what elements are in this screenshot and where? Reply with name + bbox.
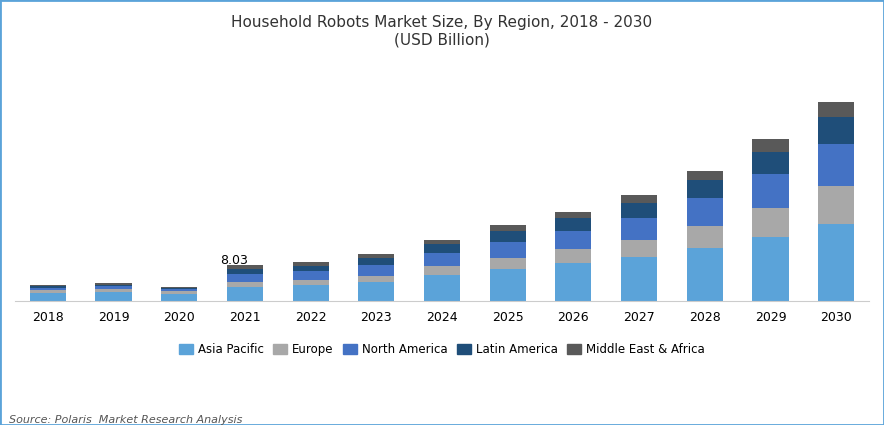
Bar: [358, 282, 394, 301]
Bar: [95, 285, 132, 286]
Bar: [227, 266, 263, 269]
Bar: [621, 196, 657, 204]
Bar: [621, 204, 657, 218]
Bar: [818, 224, 854, 301]
Bar: [687, 171, 723, 181]
Bar: [752, 174, 789, 208]
Bar: [293, 280, 329, 286]
Bar: [293, 262, 329, 266]
Bar: [490, 258, 526, 269]
Bar: [687, 181, 723, 198]
Bar: [358, 265, 394, 276]
Bar: [161, 289, 197, 292]
Bar: [490, 242, 526, 258]
Bar: [227, 269, 263, 274]
Bar: [30, 293, 66, 301]
Bar: [818, 117, 854, 144]
Bar: [490, 231, 526, 242]
Bar: [621, 218, 657, 240]
Bar: [424, 253, 460, 266]
Title: Household Robots Market Size, By Region, 2018 - 2030
(USD Billion): Household Robots Market Size, By Region,…: [232, 15, 652, 48]
Bar: [161, 287, 197, 288]
Bar: [555, 264, 591, 301]
Bar: [752, 208, 789, 237]
Bar: [227, 282, 263, 287]
Bar: [95, 292, 132, 301]
Bar: [752, 152, 789, 174]
Text: 8.03: 8.03: [220, 254, 248, 266]
Bar: [752, 139, 789, 152]
Bar: [621, 240, 657, 257]
Bar: [30, 290, 66, 293]
Bar: [95, 289, 132, 292]
Bar: [30, 286, 66, 288]
Bar: [161, 294, 197, 301]
Bar: [293, 266, 329, 271]
Bar: [687, 248, 723, 301]
Bar: [95, 283, 132, 285]
Bar: [227, 287, 263, 301]
Bar: [424, 275, 460, 301]
Bar: [621, 257, 657, 301]
Bar: [555, 231, 591, 249]
Bar: [358, 276, 394, 282]
Bar: [95, 286, 132, 289]
Bar: [555, 218, 591, 231]
Bar: [490, 225, 526, 231]
Bar: [293, 271, 329, 280]
Bar: [818, 144, 854, 186]
Legend: Asia Pacific, Europe, North America, Latin America, Middle East & Africa: Asia Pacific, Europe, North America, Lat…: [174, 338, 710, 361]
Bar: [358, 254, 394, 258]
Bar: [358, 258, 394, 265]
Bar: [818, 186, 854, 224]
Bar: [161, 288, 197, 289]
Bar: [818, 102, 854, 117]
Bar: [424, 240, 460, 244]
Bar: [555, 249, 591, 264]
Bar: [30, 288, 66, 290]
Bar: [30, 285, 66, 286]
Bar: [424, 266, 460, 275]
Bar: [687, 226, 723, 248]
Bar: [555, 212, 591, 218]
Bar: [687, 198, 723, 226]
Bar: [424, 244, 460, 253]
Bar: [752, 237, 789, 301]
Bar: [490, 269, 526, 301]
Bar: [293, 286, 329, 301]
Bar: [161, 292, 197, 294]
Text: Source: Polaris  Market Research Analysis: Source: Polaris Market Research Analysis: [9, 415, 242, 425]
Bar: [227, 274, 263, 282]
